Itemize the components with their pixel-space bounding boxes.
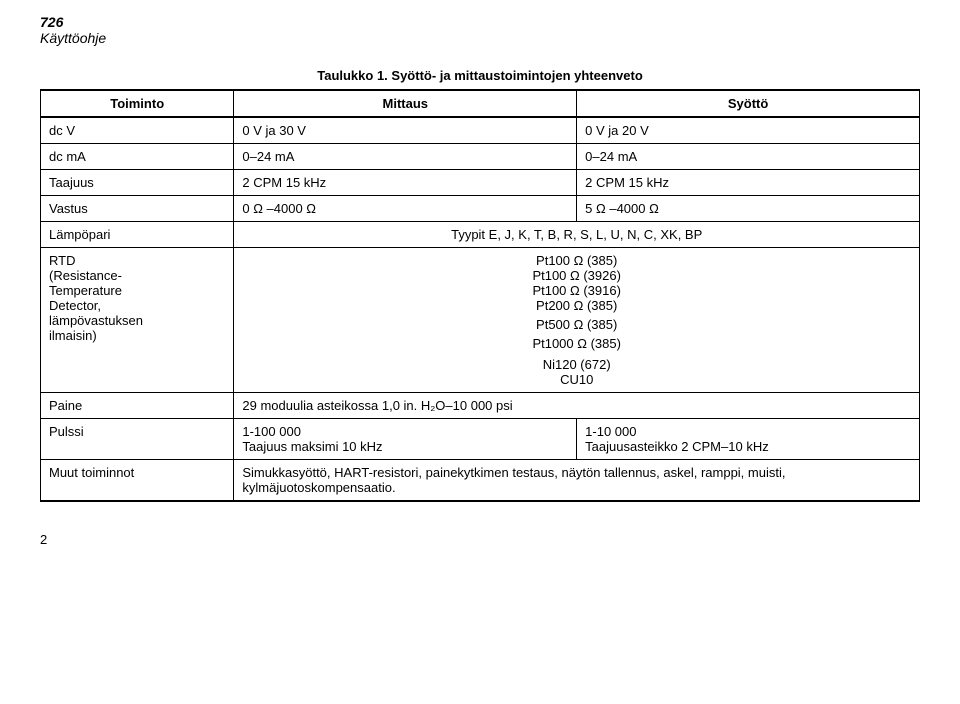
cell-value: Tyypit E, J, K, T, B, R, S, L, U, N, C, … <box>234 222 920 248</box>
cell-value: 0 Ω –4000 Ω <box>234 196 577 222</box>
rtd-val: Ni120 (672) <box>242 357 911 372</box>
doc-subtitle: Käyttöohje <box>40 30 920 46</box>
cell-label: Vastus <box>41 196 234 222</box>
cell-label: Paine <box>41 393 234 419</box>
pulse-line: 1-100 000 <box>242 424 568 439</box>
col-header-syotto: Syöttö <box>577 90 920 117</box>
pulse-line: 1-10 000 <box>585 424 911 439</box>
cell-value: Simukkasyöttö, HART-resistori, painekytk… <box>234 460 920 502</box>
cell-label: Lämpöpari <box>41 222 234 248</box>
cell-label: Muut toiminnot <box>41 460 234 502</box>
pulse-line: Taajuusasteikko 2 CPM–10 kHz <box>585 439 911 454</box>
cell-value: 0–24 mA <box>577 144 920 170</box>
pulse-line: Taajuus maksimi 10 kHz <box>242 439 568 454</box>
rtd-val: Pt100 Ω (3926) <box>242 268 911 283</box>
cell-value: 0–24 mA <box>234 144 577 170</box>
rtd-line: Detector, <box>49 298 101 313</box>
rtd-line: (Resistance- <box>49 268 122 283</box>
cell-value: 1-100 000 Taajuus maksimi 10 kHz <box>234 419 577 460</box>
table-row: dc mA 0–24 mA 0–24 mA <box>41 144 920 170</box>
rtd-val: CU10 <box>242 372 911 387</box>
table-title: Taulukko 1. Syöttö- ja mittaustoimintoje… <box>40 68 920 83</box>
cell-value: 0 V ja 30 V <box>234 117 577 144</box>
table-header-row: Toiminto Mittaus Syöttö <box>41 90 920 117</box>
rtd-line: lämpövastuksen <box>49 313 143 328</box>
rtd-val: Pt100 Ω (3916) <box>242 283 911 298</box>
col-header-toiminto: Toiminto <box>41 90 234 117</box>
rtd-val: Pt500 Ω (385) <box>242 317 911 332</box>
table-row: Vastus 0 Ω –4000 Ω 5 Ω –4000 Ω <box>41 196 920 222</box>
table-row: Paine 29 moduulia asteikossa 1,0 in. H₂O… <box>41 393 920 419</box>
cell-value: 2 CPM 15 kHz <box>234 170 577 196</box>
rtd-val: Pt1000 Ω (385) <box>242 336 911 351</box>
cell-label: dc mA <box>41 144 234 170</box>
cell-value-rtd: Pt100 Ω (385) Pt100 Ω (3926) Pt100 Ω (39… <box>234 248 920 393</box>
table-row-rtd: RTD (Resistance- Temperature Detector, l… <box>41 248 920 393</box>
cell-value: 29 moduulia asteikossa 1,0 in. H₂O–10 00… <box>234 393 920 419</box>
cell-label: Pulssi <box>41 419 234 460</box>
page-number: 2 <box>40 532 920 547</box>
cell-label: dc V <box>41 117 234 144</box>
rtd-val: Pt200 Ω (385) <box>242 298 911 313</box>
rtd-val: Pt100 Ω (385) <box>242 253 911 268</box>
table-row: Lämpöpari Tyypit E, J, K, T, B, R, S, L,… <box>41 222 920 248</box>
table-row: Taajuus 2 CPM 15 kHz 2 CPM 15 kHz <box>41 170 920 196</box>
summary-table: Toiminto Mittaus Syöttö dc V 0 V ja 30 V… <box>40 89 920 502</box>
rtd-line: ilmaisin) <box>49 328 97 343</box>
doc-number: 726 <box>40 14 920 30</box>
table-row: Muut toiminnot Simukkasyöttö, HART-resis… <box>41 460 920 502</box>
cell-label-rtd: RTD (Resistance- Temperature Detector, l… <box>41 248 234 393</box>
cell-value: 2 CPM 15 kHz <box>577 170 920 196</box>
cell-value: 0 V ja 20 V <box>577 117 920 144</box>
cell-value: 1-10 000 Taajuusasteikko 2 CPM–10 kHz <box>577 419 920 460</box>
table-row: Pulssi 1-100 000 Taajuus maksimi 10 kHz … <box>41 419 920 460</box>
rtd-line: RTD <box>49 253 75 268</box>
col-header-mittaus: Mittaus <box>234 90 577 117</box>
rtd-line: Temperature <box>49 283 122 298</box>
cell-label: Taajuus <box>41 170 234 196</box>
table-row: dc V 0 V ja 30 V 0 V ja 20 V <box>41 117 920 144</box>
cell-value: 5 Ω –4000 Ω <box>577 196 920 222</box>
